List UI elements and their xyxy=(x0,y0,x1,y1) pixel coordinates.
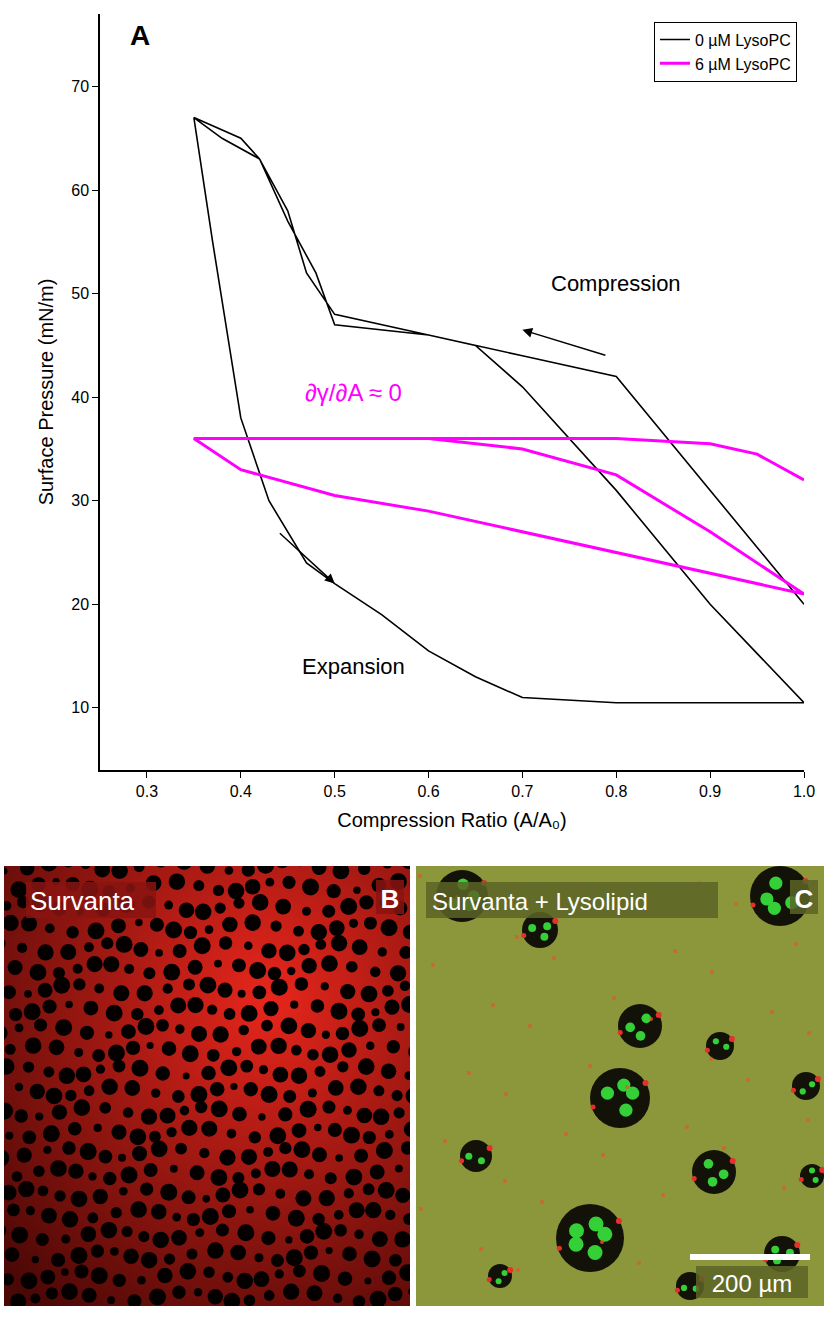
svg-text:30: 30 xyxy=(71,492,89,509)
svg-text:∂γ/∂A ≈ 0: ∂γ/∂A ≈ 0 xyxy=(305,379,402,406)
svg-text:Expansion: Expansion xyxy=(302,654,405,679)
svg-text:0.6: 0.6 xyxy=(417,783,439,800)
svg-text:10: 10 xyxy=(71,699,89,716)
svg-text:20: 20 xyxy=(71,596,89,613)
svg-text:Survanta: Survanta xyxy=(30,886,135,916)
svg-text:6 µM LysoPC: 6 µM LysoPC xyxy=(695,56,791,73)
svg-text:200 µm: 200 µm xyxy=(712,1270,793,1297)
svg-text:70: 70 xyxy=(71,78,89,95)
svg-text:C: C xyxy=(795,884,814,914)
svg-text:0.3: 0.3 xyxy=(136,783,158,800)
svg-text:Surface Pressure (mN/m): Surface Pressure (mN/m) xyxy=(35,279,57,506)
svg-text:Compression: Compression xyxy=(551,271,681,296)
svg-text:0.8: 0.8 xyxy=(605,783,627,800)
svg-text:0.4: 0.4 xyxy=(230,783,252,800)
svg-text:A: A xyxy=(130,20,150,51)
svg-text:0 µM LysoPC: 0 µM LysoPC xyxy=(695,32,791,49)
svg-text:1.0: 1.0 xyxy=(793,783,815,800)
svg-text:60: 60 xyxy=(71,182,89,199)
svg-text:B: B xyxy=(381,884,400,914)
svg-text:Compression Ratio (A/A₀): Compression Ratio (A/A₀) xyxy=(337,809,566,831)
svg-text:Survanta + Lysolipid: Survanta + Lysolipid xyxy=(432,888,648,915)
svg-text:0.9: 0.9 xyxy=(699,783,721,800)
svg-text:50: 50 xyxy=(71,285,89,302)
svg-text:40: 40 xyxy=(71,389,89,406)
svg-text:0.7: 0.7 xyxy=(511,783,533,800)
svg-text:0.5: 0.5 xyxy=(324,783,346,800)
